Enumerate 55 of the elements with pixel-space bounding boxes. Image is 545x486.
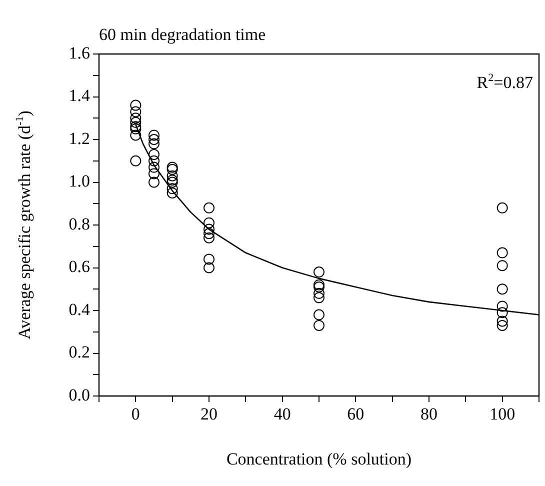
point bbox=[166, 187, 178, 198]
point bbox=[496, 307, 508, 318]
point bbox=[314, 288, 324, 299]
point bbox=[314, 309, 324, 320]
point bbox=[496, 247, 508, 258]
x-tick-label: 80 bbox=[420, 404, 438, 424]
point bbox=[204, 262, 214, 274]
x-tick-label: 40 bbox=[274, 404, 291, 424]
x-tick-label: 100 bbox=[490, 404, 516, 424]
point bbox=[496, 202, 508, 214]
point bbox=[166, 183, 178, 194]
point bbox=[166, 170, 178, 182]
y-tick-label: 0.6 bbox=[68, 257, 90, 276]
point bbox=[130, 130, 142, 141]
point bbox=[148, 155, 160, 166]
point bbox=[314, 292, 324, 304]
point bbox=[148, 168, 160, 180]
y-tick-label: 0.0 bbox=[68, 385, 90, 404]
x-axis-title: Concentration (% solution) bbox=[226, 449, 412, 468]
y-tick-label: 1.2 bbox=[68, 128, 90, 148]
point bbox=[130, 100, 142, 111]
y-tick-label: 1.6 bbox=[68, 43, 90, 62]
y-tick-label: 0.8 bbox=[68, 214, 90, 234]
point bbox=[148, 138, 160, 150]
point bbox=[148, 176, 160, 188]
y-tick-label: 1.4 bbox=[68, 86, 90, 106]
point bbox=[496, 284, 508, 295]
x-tick-label: 20 bbox=[200, 404, 218, 424]
point bbox=[496, 260, 508, 272]
point bbox=[148, 130, 160, 141]
x-tick-label: 60 bbox=[347, 404, 364, 424]
point bbox=[314, 320, 324, 331]
point bbox=[148, 162, 160, 173]
point bbox=[130, 112, 142, 124]
point bbox=[204, 228, 214, 240]
point bbox=[204, 217, 214, 228]
y-axis-title: Average specific growth rate (d-1) bbox=[14, 110, 34, 340]
point bbox=[204, 232, 214, 244]
y-tick-label: 0.4 bbox=[68, 300, 90, 319]
x-tick-label: 0 bbox=[131, 404, 140, 424]
point bbox=[148, 148, 160, 160]
point bbox=[496, 300, 508, 312]
chart-title: 60 min degradation time bbox=[99, 25, 266, 44]
point bbox=[496, 320, 508, 331]
point bbox=[130, 106, 142, 118]
y-tick-label: 1.0 bbox=[68, 172, 90, 191]
point bbox=[148, 134, 160, 145]
point bbox=[130, 155, 142, 166]
point bbox=[314, 266, 324, 278]
point bbox=[204, 224, 214, 235]
y-tick-label: 0.2 bbox=[68, 342, 90, 362]
point bbox=[204, 202, 214, 214]
point bbox=[130, 116, 142, 128]
point bbox=[496, 316, 508, 327]
point bbox=[204, 254, 214, 265]
